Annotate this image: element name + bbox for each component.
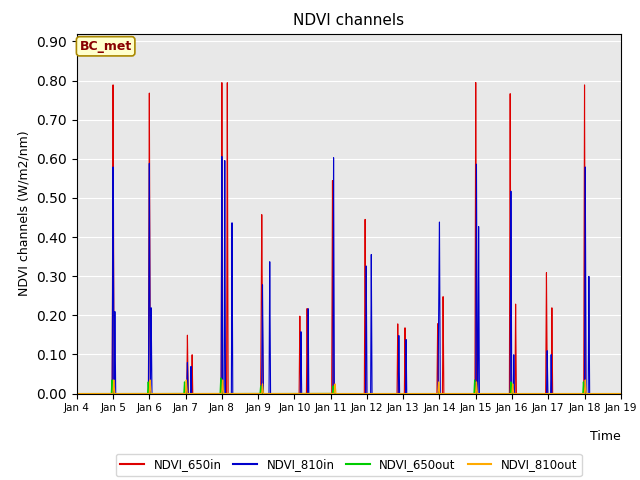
NDVI_810out [204,391,211,396]
Text: BC_met: BC_met [79,40,132,53]
Line: NDVI_810in: NDVI_810in [77,156,621,394]
NDVI_810out [361,391,369,396]
Title: NDVI channels: NDVI channels [293,13,404,28]
NDVI_810in [73,391,81,396]
NDVI_650out [132,391,140,396]
NDVI_650in [204,391,211,396]
NDVI_650out [361,391,369,396]
NDVI_810in [204,391,211,396]
NDVI_810out [132,391,140,396]
Line: NDVI_810out: NDVI_810out [77,380,621,394]
NDVI_650in [132,391,140,396]
NDVI_650out [73,391,81,396]
NDVI_650in [472,80,479,85]
NDVI_650out [192,391,200,396]
Y-axis label: NDVI channels (W/m2/nm): NDVI channels (W/m2/nm) [18,131,31,297]
NDVI_650in [361,345,369,350]
NDVI_810in [617,391,625,396]
NDVI_650in [617,391,625,396]
NDVI_650in [192,391,200,396]
NDVI_650out [217,375,225,381]
NDVI_810in [90,391,98,396]
NDVI_810in [218,154,226,159]
Line: NDVI_650out: NDVI_650out [77,378,621,394]
NDVI_810out [73,391,81,396]
NDVI_650out [545,391,552,396]
NDVI_650out [204,391,211,396]
NDVI_650in [545,391,552,396]
NDVI_650in [90,391,98,396]
NDVI_810out [192,391,200,396]
NDVI_650in [73,391,81,396]
NDVI_810in [132,391,140,396]
NDVI_810out [545,391,552,396]
NDVI_650out [617,391,625,396]
NDVI_810out [581,377,589,383]
NDVI_810in [361,391,369,396]
NDVI_810in [192,391,200,396]
Legend: NDVI_650in, NDVI_810in, NDVI_650out, NDVI_810out: NDVI_650in, NDVI_810in, NDVI_650out, NDV… [116,454,582,476]
NDVI_650out [90,391,98,396]
NDVI_810out [617,391,625,396]
Line: NDVI_650in: NDVI_650in [77,83,621,394]
NDVI_810in [545,391,552,396]
NDVI_810out [90,391,98,396]
Text: Time: Time [590,430,621,443]
